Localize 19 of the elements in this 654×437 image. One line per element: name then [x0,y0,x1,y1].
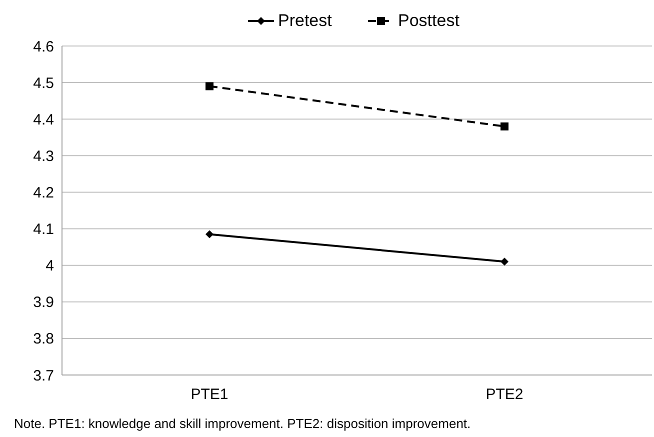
y-tick-label: 4.1 [33,221,54,238]
y-tick-label: 3.7 [33,367,54,384]
x-tick-label: PTE2 [486,386,524,403]
y-tick-label: 4.2 [33,184,54,202]
y-tick-label: 4.3 [33,148,54,165]
point [500,122,508,130]
y-tick-label: 4.5 [33,74,54,92]
y-tick-label: 3.9 [33,294,54,312]
y-tick-label: 4.6 [33,38,54,56]
y-tick-label: 4 [46,258,54,275]
y-tick-label: 3.8 [33,330,54,348]
point [206,230,214,238]
legend-label: Pretest [278,11,332,30]
point [500,258,508,266]
legend-label: Posttest [398,11,460,30]
point [206,82,214,90]
y-tick-label: 4.4 [33,111,54,128]
x-tick-label: PTE1 [190,386,228,403]
text: Note. PTE1: knowledge and skill improvement. PTE2: disposition improvement. [14,416,471,431]
